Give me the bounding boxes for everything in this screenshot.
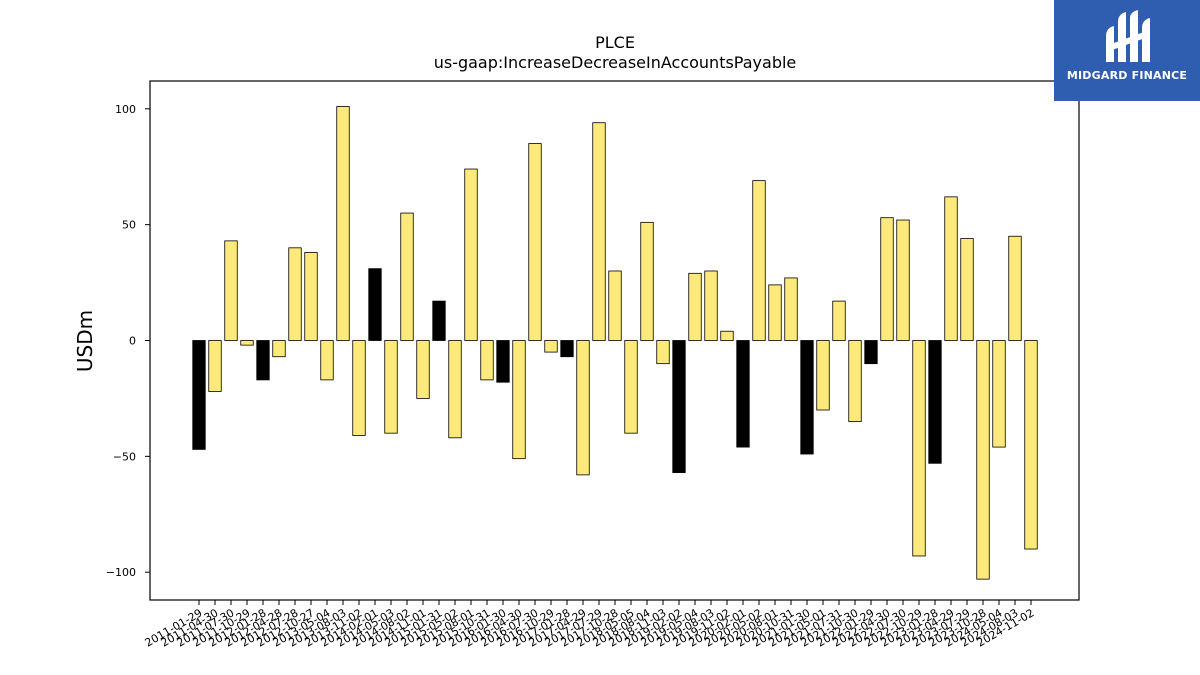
y-axis-label: USDm (73, 310, 97, 372)
bar-2017-10-28 (608, 270, 622, 341)
midgard-finance-logo: MIDGARD FINANCE (1054, 0, 1200, 101)
bar-2014-08-02 (400, 212, 414, 341)
bar-2024-11-02 (1024, 340, 1038, 550)
bar-2015-10-31 (480, 340, 494, 381)
x-ticks-group: 2011-01-292011-04-302011-07-302011-10-29… (143, 600, 1037, 650)
bar-2017-07-29 (592, 122, 606, 341)
bar-2014-05-03 (384, 340, 398, 434)
y-tick-label: 0 (129, 335, 136, 348)
bar-2016-04-30 (512, 340, 526, 460)
bar-2019-08-03 (704, 270, 718, 341)
bar-2019-11-02 (720, 330, 734, 341)
bar-2013-11-02 (352, 340, 366, 436)
bar-2020-10-31 (784, 277, 798, 341)
bar-2017-04-29 (576, 340, 590, 476)
bar-2011-04-30 (208, 340, 222, 392)
bar-2023-07-29 (960, 238, 974, 341)
bar-2016-07-30 (528, 143, 542, 341)
plot-frame (149, 80, 1080, 601)
bar-2024-05-04 (992, 340, 1006, 448)
bars-group (192, 106, 1038, 580)
bar-2015-05-02 (448, 340, 462, 439)
bar-2013-08-03 (336, 106, 350, 341)
bar-2014-11-01 (416, 340, 430, 399)
bar-2023-04-29 (944, 196, 958, 341)
bar-2021-01-30 (800, 340, 814, 455)
bar-2023-01-28 (928, 340, 942, 464)
bar-2020-08-01 (768, 284, 782, 341)
bar-2012-04-28 (272, 340, 286, 358)
bar-2018-08-04 (640, 221, 654, 341)
bar-2012-01-28 (256, 340, 270, 381)
bar-2013-05-04 (320, 340, 334, 381)
bar-2022-01-29 (864, 340, 878, 365)
bar-2011-01-29 (192, 340, 206, 450)
bar-2022-07-30 (896, 219, 910, 341)
y-tick-label: −50 (113, 450, 136, 463)
bar-2011-07-30 (224, 240, 238, 341)
bar-2015-08-01 (464, 168, 478, 341)
midgard-logo-icon (1106, 10, 1150, 62)
chart-title: PLCE (595, 33, 635, 52)
bar-2012-07-28 (288, 247, 302, 341)
chart-subtitle: us-gaap:IncreaseDecreaseInAccountsPayabl… (434, 53, 797, 72)
bar-2016-10-29 (544, 340, 558, 353)
bar-2024-08-03 (1008, 235, 1022, 341)
bar-2022-10-29 (912, 340, 926, 557)
bar-2017-01-28 (560, 340, 574, 358)
bar-2022-04-30 (880, 217, 894, 341)
y-tick-label: −100 (106, 566, 136, 579)
bar-2021-07-31 (832, 300, 846, 341)
y-ticks-group: −100 −50 0 50 100 (106, 103, 150, 579)
bar-2020-05-02 (752, 180, 766, 341)
bar-2019-02-02 (672, 340, 686, 473)
bar-2014-02-01 (368, 268, 382, 341)
bar-2023-10-28 (976, 340, 990, 580)
bar-2018-11-03 (656, 340, 670, 365)
y-tick-label: 50 (122, 219, 136, 232)
bar-2012-10-27 (304, 252, 318, 341)
logo-text: MIDGARD FINANCE (1066, 69, 1188, 82)
bar-2015-01-31 (432, 300, 446, 341)
bar-2018-05-05 (624, 340, 638, 434)
bar-2020-02-01 (736, 340, 750, 448)
bar-2019-05-04 (688, 272, 702, 341)
bar-2011-10-29 (240, 340, 254, 346)
bar-2021-05-01 (816, 340, 830, 411)
bar-2016-01-30 (496, 340, 510, 383)
bar-2021-10-30 (848, 340, 862, 422)
y-tick-label: 100 (115, 103, 136, 116)
